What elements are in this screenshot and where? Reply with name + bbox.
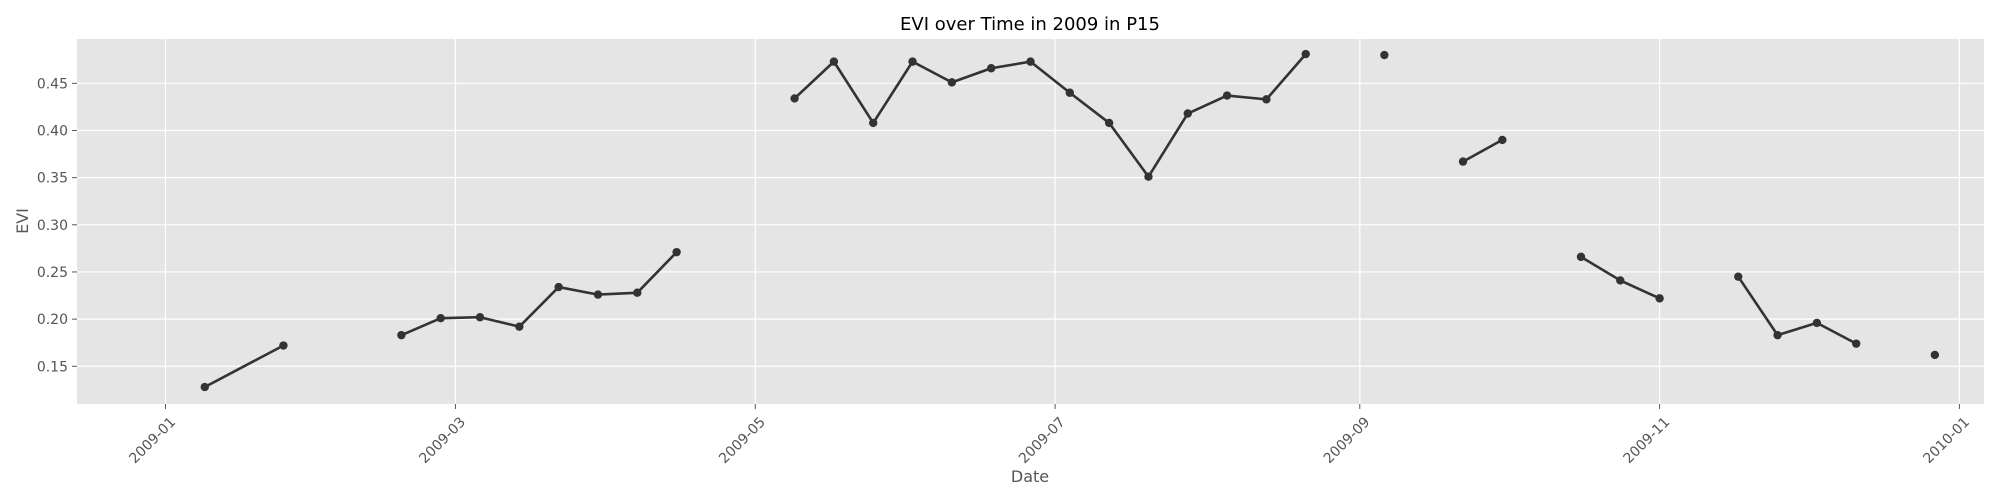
data-point (1458, 157, 1468, 166)
y-tick-label: 0.20 (37, 312, 68, 328)
series-line-segment (1462, 138, 1503, 163)
y-tick-label: 0.30 (37, 218, 68, 234)
x-tick-label: 2009-11 (1621, 414, 1674, 467)
data-point (1262, 95, 1271, 104)
data-point (475, 313, 485, 322)
data-point (1222, 91, 1232, 100)
data-point (1812, 318, 1822, 328)
data-point (1104, 118, 1114, 128)
data-point (1144, 172, 1153, 181)
data-point (869, 118, 878, 128)
y-axis-label: EVI (13, 208, 32, 234)
grid (77, 39, 1984, 404)
chart-title: EVI over Time in 2009 in P15 (900, 14, 1160, 35)
x-axis-label: Date (1011, 467, 1049, 486)
data-point (279, 341, 288, 350)
data-point (908, 57, 917, 66)
data-point (593, 290, 603, 299)
data-point (1655, 294, 1664, 303)
data-point (790, 94, 799, 103)
data-point (1498, 135, 1507, 145)
data-point (554, 282, 563, 292)
data-point (672, 247, 681, 257)
x-tick-label: 2009-05 (716, 414, 769, 467)
plot-background (77, 39, 1984, 404)
x-tick-label: 2010-01 (1920, 414, 1973, 467)
data-point (1616, 276, 1625, 285)
data-point (436, 313, 445, 323)
x-tick-label: 2009-01 (126, 414, 179, 467)
y-tick-label: 0.40 (37, 123, 68, 139)
data-point (1930, 350, 1940, 360)
data-point (1852, 339, 1861, 348)
data-point (829, 57, 839, 66)
data-point (397, 330, 406, 340)
data-point (1773, 330, 1782, 340)
y-tick-label: 0.35 (37, 171, 68, 187)
data-point (1026, 57, 1035, 66)
data-point (1576, 252, 1586, 262)
data-point (1734, 272, 1743, 281)
data-point (1065, 88, 1075, 97)
data-point (1301, 49, 1310, 59)
data-point (200, 382, 209, 392)
data-point (1183, 109, 1192, 118)
x-tick-label: 2009-07 (1016, 414, 1069, 467)
y-tick-label: 0.25 (37, 265, 68, 281)
data-point (633, 288, 642, 297)
data-point (947, 78, 957, 87)
data-point (986, 64, 996, 73)
x-tick-label: 2009-03 (416, 414, 469, 467)
series-line-segment (793, 53, 1307, 179)
y-tick-label: 0.15 (37, 359, 68, 375)
series-line-segment (1737, 275, 1857, 345)
data-point (1380, 50, 1389, 60)
y-tick-label: 0.45 (37, 76, 68, 92)
series-line-segment (400, 251, 678, 337)
x-tick-label: 2009-09 (1321, 414, 1374, 467)
series-line-segment (204, 344, 285, 389)
series-layer (200, 49, 1940, 392)
data-point (515, 322, 524, 331)
